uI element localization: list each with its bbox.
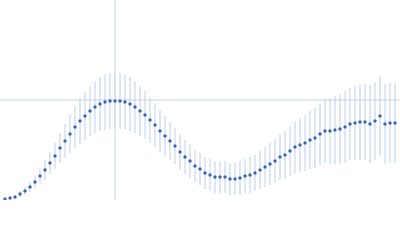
data-point bbox=[28, 185, 32, 189]
data-point bbox=[188, 159, 192, 163]
data-point bbox=[373, 119, 377, 123]
data-point bbox=[313, 136, 317, 140]
data-point bbox=[128, 102, 132, 106]
data-point bbox=[58, 146, 62, 150]
data-point bbox=[363, 120, 367, 124]
data-point bbox=[143, 113, 147, 117]
data-point bbox=[133, 105, 137, 109]
data-point bbox=[173, 144, 177, 148]
data-point bbox=[318, 132, 322, 136]
data-point bbox=[13, 195, 17, 199]
data-point bbox=[283, 153, 287, 157]
data-point bbox=[43, 168, 47, 172]
data-point bbox=[353, 121, 357, 125]
data-point bbox=[23, 189, 27, 193]
chart bbox=[0, 0, 400, 200]
data-point bbox=[78, 119, 82, 123]
data-point bbox=[38, 174, 42, 178]
data-point bbox=[213, 175, 217, 179]
data-point bbox=[378, 114, 382, 118]
data-point bbox=[218, 175, 222, 179]
data-point bbox=[63, 139, 67, 143]
data-point bbox=[303, 141, 307, 145]
data-point bbox=[268, 162, 272, 166]
data-point bbox=[278, 155, 282, 159]
data-point bbox=[288, 149, 292, 153]
data-point bbox=[203, 171, 207, 175]
data-point bbox=[33, 180, 37, 184]
data-point bbox=[263, 165, 267, 169]
data-point bbox=[238, 176, 242, 180]
data-point bbox=[228, 177, 232, 181]
data-point bbox=[193, 164, 197, 168]
data-point bbox=[68, 132, 72, 136]
data-point bbox=[123, 100, 127, 104]
data-point bbox=[73, 125, 77, 129]
data-point bbox=[358, 120, 362, 124]
data-point bbox=[348, 122, 352, 126]
data-point bbox=[108, 99, 112, 103]
data-point bbox=[8, 196, 12, 200]
data-point bbox=[103, 100, 107, 104]
data-point bbox=[233, 177, 237, 181]
data-point bbox=[308, 138, 312, 142]
data-point bbox=[223, 175, 227, 179]
data-point bbox=[163, 134, 167, 138]
page: {"chart_data": {"type": "scatter", "xlim… bbox=[0, 0, 400, 200]
data-point bbox=[393, 121, 397, 125]
data-point bbox=[368, 122, 372, 126]
data-point bbox=[328, 129, 332, 133]
data-point bbox=[243, 174, 247, 178]
data-point bbox=[18, 192, 22, 196]
data-point bbox=[118, 99, 122, 103]
data-point bbox=[168, 139, 172, 143]
data-point bbox=[158, 129, 162, 133]
data-point bbox=[298, 143, 302, 147]
data-point bbox=[48, 161, 52, 165]
data-point bbox=[93, 105, 97, 109]
data-point bbox=[273, 159, 277, 163]
data-point bbox=[333, 128, 337, 132]
data-point bbox=[253, 171, 257, 175]
data-point bbox=[178, 150, 182, 154]
data-point bbox=[113, 99, 117, 103]
data-point bbox=[208, 173, 212, 177]
data-point bbox=[343, 125, 347, 129]
data-point bbox=[3, 197, 7, 200]
data-point bbox=[53, 154, 57, 158]
data-point bbox=[88, 109, 92, 113]
data-point bbox=[183, 155, 187, 159]
data-point bbox=[198, 167, 202, 171]
data-point bbox=[98, 102, 102, 106]
data-point bbox=[138, 109, 142, 113]
data-point bbox=[148, 118, 152, 122]
data-point bbox=[248, 173, 252, 177]
data-point bbox=[338, 127, 342, 131]
data-point bbox=[153, 123, 157, 127]
data-point bbox=[383, 122, 387, 126]
data-point bbox=[293, 145, 297, 149]
data-point bbox=[258, 168, 262, 172]
data-point bbox=[388, 121, 392, 125]
data-point bbox=[83, 114, 87, 118]
data-point bbox=[323, 129, 327, 133]
